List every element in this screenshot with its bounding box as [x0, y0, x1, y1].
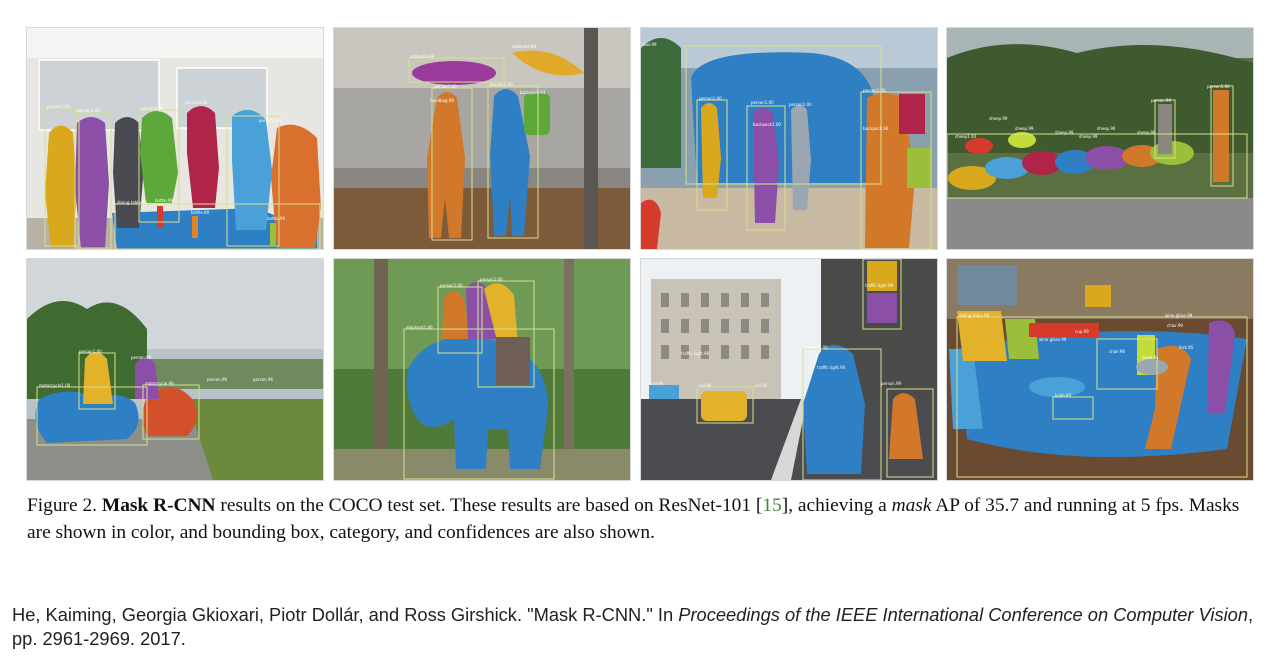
detection-label: bottle.99: [191, 210, 210, 215]
detection-label: person.99: [881, 381, 902, 386]
elephant-scene-drawing: [334, 259, 630, 480]
bus-scene-drawing: [641, 28, 937, 249]
detection-label: person1.00: [79, 349, 102, 354]
paper-citation: He, Kaiming, Georgia Gkioxari, Piotr Dol…: [12, 603, 1267, 651]
detection-label: sheep.99: [1055, 130, 1074, 135]
detection-label: sheep.99: [1079, 134, 1098, 139]
detection-label: person1.00: [77, 108, 100, 113]
office-scene-drawing: [27, 28, 323, 249]
figure-number: Figure 2.: [27, 495, 98, 516]
detection-label: chair.99: [1167, 323, 1183, 328]
street-scene-drawing: [641, 259, 937, 480]
detection-label: sheep.86: [1137, 130, 1156, 135]
detection-label: umbrella.98: [512, 44, 537, 49]
detection-label: traffic light.96: [681, 351, 710, 356]
detection-label: car.95: [755, 383, 768, 388]
result-image-motorcycles: person1.00 person.99 motorcycle1.00 moto…: [27, 259, 323, 480]
motorcycle-scene-drawing: [27, 259, 323, 480]
detection-label: knife.83: [1055, 393, 1072, 398]
caption-text: ], achieving a: [781, 495, 887, 516]
detection-label: fork.95: [1179, 345, 1194, 350]
detection-label: person1.00: [47, 104, 70, 109]
result-image-elephant: person1.00 person1.00 elephant1.00: [334, 259, 630, 480]
detection-label: person1.00: [1207, 84, 1230, 89]
detection-label: person.96: [253, 377, 274, 382]
caption-text: AP of 35.7 and running at 5 fps. Masks a…: [27, 495, 1240, 543]
detection-label: person1.00: [185, 100, 208, 105]
citation-authors: He, Kaiming, Georgia Gkioxari, Piotr Dol…: [12, 604, 674, 625]
detection-label: backpack.96: [863, 126, 889, 131]
detection-label: sheep1.00: [955, 134, 976, 139]
result-image-sheep: person.99 sheep.99 sheep.99 sheep.99 she…: [947, 28, 1253, 249]
detection-label: person1.00: [434, 84, 457, 89]
detection-label: person1.00: [440, 283, 463, 288]
detection-label: person1.00: [789, 102, 812, 107]
detection-label: person1.00: [805, 345, 828, 350]
detection-label: bottle.99: [155, 198, 174, 203]
detection-label: chair.96: [1109, 349, 1125, 354]
detection-label: handbag.96: [430, 98, 454, 103]
detection-label: dining table.96: [959, 313, 990, 318]
result-image-bus: bus.99 person1.00 person1.00 person1.00 …: [641, 28, 937, 249]
detection-label: person1.00: [863, 88, 886, 93]
detection-label: person.99: [131, 355, 152, 360]
result-image-office: person1.00 person1.00 person1.00 person1…: [27, 28, 323, 249]
detection-label: backpack1.00: [753, 122, 781, 127]
detection-label: wine glass.99: [1039, 337, 1067, 342]
figure-caption: Figure 2. Mask R-CNN results on the COCO…: [27, 492, 1253, 546]
detection-label: person1.00: [259, 118, 282, 123]
detection-label: person.99: [207, 377, 228, 382]
detection-label: dining table.96: [117, 200, 148, 205]
detection-label: person1.00: [141, 106, 164, 111]
citation-link[interactable]: 15: [762, 495, 782, 516]
detection-label: backpack.93: [520, 90, 546, 95]
result-image-street: traffic light.96 traffic light.96 car.99…: [641, 259, 937, 480]
detection-label: elephant1.00: [406, 325, 433, 330]
sheep-scene-drawing: [947, 28, 1253, 249]
detection-label: person1.00: [480, 277, 503, 282]
caption-emphasis: mask: [891, 495, 932, 516]
detection-label: person.99: [1151, 98, 1172, 103]
detection-label: umbrella.98: [410, 54, 435, 59]
result-image-dining: dining table.96 wine glass.99 cup.99 cha…: [947, 259, 1253, 480]
detection-label: bus.99: [643, 42, 657, 47]
detection-label: bowl.91: [1143, 355, 1159, 360]
detection-label: wine glass.99: [1165, 313, 1193, 318]
result-image-umbrellas: umbrella.98 umbrella.98 person1.00 perso…: [334, 28, 630, 249]
detection-label: person1.00: [699, 96, 722, 101]
caption-text: results on the COCO test set. These resu…: [220, 495, 763, 516]
figure-title: Mask R-CNN: [101, 495, 216, 516]
detection-label: car.99: [651, 381, 664, 386]
detection-label: sheep.99: [1015, 126, 1034, 131]
detection-label: person1.00: [490, 82, 513, 87]
detection-label: motorcycle.99: [145, 381, 174, 386]
detection-label: traffic light.96: [865, 283, 894, 288]
detection-label: sheep.99: [989, 116, 1008, 121]
detection-label: sheep.96: [1097, 126, 1116, 131]
detection-label: car.99: [699, 383, 712, 388]
citation-venue: Proceedings of the IEEE International Co…: [678, 604, 1249, 625]
citation-pages: , pp. 2961-2969. 2017.: [12, 604, 1254, 649]
detection-label: bottle.99: [267, 216, 286, 221]
detection-label: motorcycle1.00: [39, 383, 71, 388]
dining-scene-drawing: [947, 259, 1253, 480]
detection-label: traffic light.94: [817, 365, 846, 370]
detection-label: cup.99: [1075, 329, 1089, 334]
umbrella-scene-drawing: [334, 28, 630, 249]
detection-label: person1.00: [751, 100, 774, 105]
